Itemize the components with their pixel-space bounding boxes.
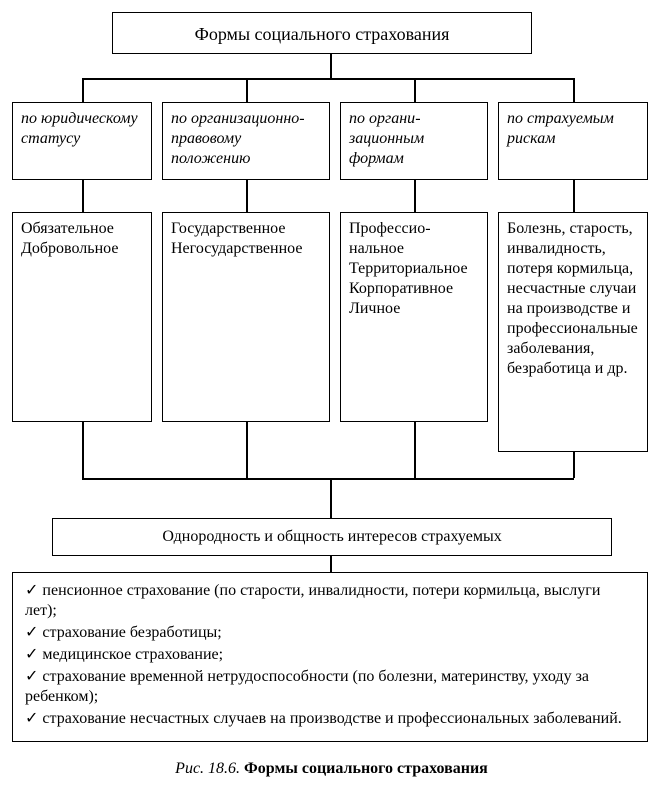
conn-vd3 (573, 452, 575, 478)
criteria-box-0: по юриди­ческому статусу (12, 102, 152, 180)
values-box-0: Обязатель­ное Доброволь­ное (12, 212, 152, 422)
diagram-root: Формы социального страхования по юриди­ч… (12, 12, 651, 792)
conn-vd1 (246, 422, 248, 478)
conn-cv0 (82, 180, 84, 212)
criteria-box-1: по организаци­онно-правовому положению (162, 102, 330, 180)
conn-c2 (414, 78, 416, 102)
figure-caption: Рис. 18.6. Формы социального страхования (12, 760, 651, 778)
conn-cv3 (573, 180, 575, 212)
list-item: страхование несчастных случаев на произв… (25, 709, 635, 729)
values-label: Обязатель­ное Доброволь­ное (21, 220, 118, 257)
conn-bus2 (82, 478, 574, 480)
list-box: пенсионное страхование (по старости, инв… (12, 572, 648, 742)
criteria-box-3: по страхуе­мым рискам (498, 102, 648, 180)
values-label: Государствен­ное Негосударст­венное (171, 220, 302, 257)
values-box-1: Государствен­ное Негосударст­венное (162, 212, 330, 422)
caption-prefix: Рис. 18.6. (175, 760, 240, 777)
values-box-3: Болезнь, ста­рость, инвалид­ность, потер… (498, 212, 648, 452)
conn-summary-list (330, 556, 332, 572)
conn-c0 (82, 78, 84, 102)
conn-cv2 (414, 180, 416, 212)
summary-label: Однородность и общность интересов страху… (162, 528, 501, 545)
list-item: страхование безработицы; (25, 623, 635, 643)
values-box-2: Профессио­нальное Территори­альное Корпо… (340, 212, 488, 422)
caption-title: Формы социального страхования (244, 760, 488, 777)
list-item: страхование временной нетрудоспособности… (25, 667, 635, 707)
criteria-label: по организаци­онно-правовому положению (171, 110, 305, 167)
conn-vd0 (82, 422, 84, 478)
values-label: Профессио­нальное Территори­альное Корпо… (349, 220, 468, 317)
conn-c3 (573, 78, 575, 102)
criteria-label: по страхуе­мым рискам (507, 110, 614, 147)
criteria-box-2: по органи­зационным формам (340, 102, 488, 180)
conn-vd2 (414, 422, 416, 478)
conn-bus1 (82, 78, 573, 80)
conn-root-down (330, 54, 332, 78)
conn-c1 (246, 78, 248, 102)
list: пенсионное страхование (по старости, инв… (25, 581, 635, 729)
summary-box: Однородность и общность интересов страху… (52, 518, 612, 556)
list-item: медицинское страхование; (25, 645, 635, 665)
conn-bus2-down (330, 478, 332, 518)
root-label: Формы социального страхования (195, 24, 450, 44)
list-item: пенсионное страхование (по старости, инв… (25, 581, 635, 621)
values-label: Болезнь, ста­рость, инвалид­ность, потер… (507, 220, 638, 377)
conn-cv1 (246, 180, 248, 212)
criteria-label: по юриди­ческому статусу (21, 110, 138, 147)
criteria-label: по органи­зационным формам (349, 110, 424, 167)
root-box: Формы социального страхования (112, 12, 532, 54)
